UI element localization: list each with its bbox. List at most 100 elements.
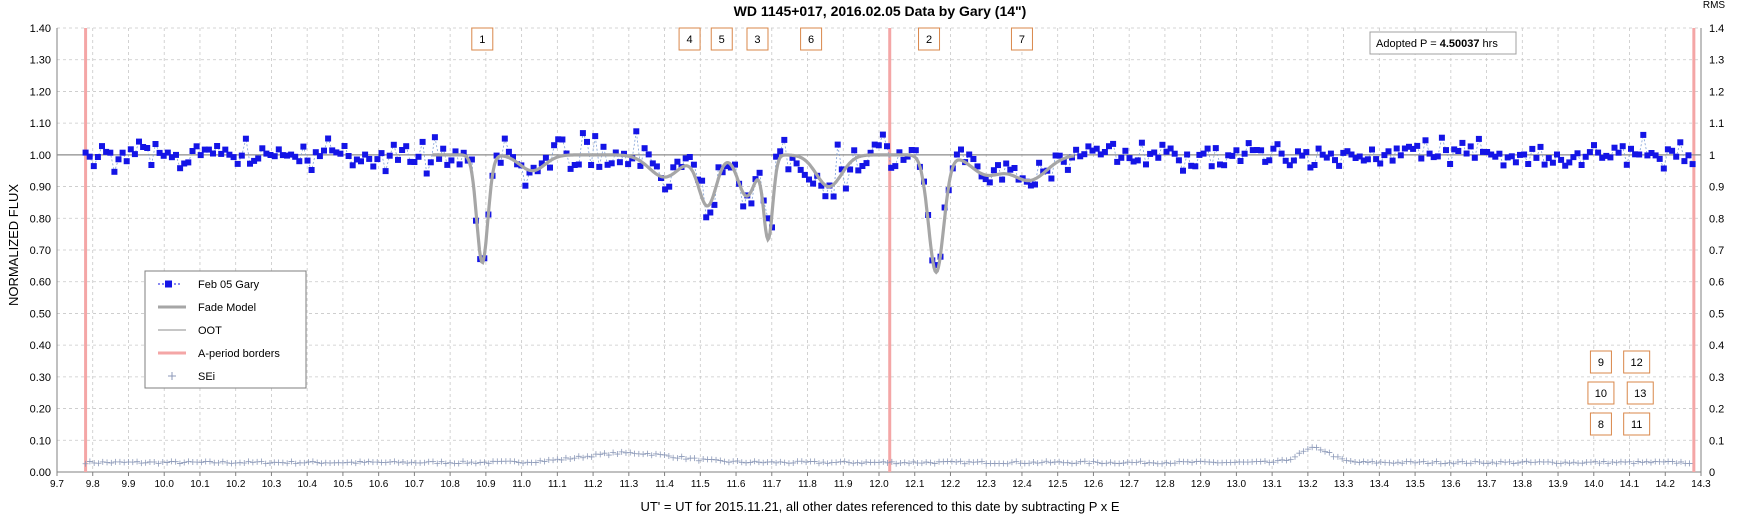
data-point <box>588 162 595 168</box>
sei-marker <box>391 458 398 465</box>
sei-marker <box>421 459 428 466</box>
data-point <box>1397 152 1404 159</box>
sei-marker <box>571 455 578 462</box>
data-point <box>1278 150 1285 157</box>
sei-marker <box>1394 459 1401 466</box>
data-point <box>300 143 307 150</box>
event-label-text: 4 <box>687 34 693 46</box>
y-tick-label-right: 1.4 <box>1709 23 1724 35</box>
sei-marker <box>1523 458 1530 465</box>
data-point <box>456 161 463 168</box>
y-tick-label-right: 0.9 <box>1709 182 1724 194</box>
sei-marker <box>520 460 527 467</box>
event-label-box <box>746 27 769 51</box>
sei-marker <box>1454 458 1461 465</box>
data-point <box>1311 162 1318 168</box>
x-tick-label: 12.1 <box>905 479 925 490</box>
data-point <box>1134 157 1141 164</box>
y-tick-label-left: 0.40 <box>30 340 51 352</box>
sei-marker <box>155 460 162 467</box>
event-label-5: 5 <box>710 27 733 51</box>
data-point <box>341 143 348 149</box>
event-label-1: 1 <box>471 27 494 51</box>
sei-marker <box>279 459 286 466</box>
sei-marker <box>1532 459 1539 466</box>
y-tick-label-right: 0.8 <box>1709 213 1724 225</box>
data-point <box>1327 150 1334 157</box>
data-point <box>210 150 216 157</box>
x-tick-label: 14.3 <box>1691 479 1711 490</box>
sei-marker <box>580 454 587 461</box>
sei-marker <box>850 460 857 467</box>
sei-marker <box>1317 446 1324 453</box>
y-tick-label-left: 1.10 <box>30 118 51 130</box>
x-tick-label: 12.9 <box>1191 479 1211 490</box>
data-point <box>592 133 599 140</box>
data-point <box>1143 161 1149 168</box>
data-point <box>1048 175 1055 182</box>
data-point <box>103 148 110 155</box>
sei-marker <box>614 451 621 458</box>
sei-marker <box>1068 460 1075 467</box>
data-point <box>497 159 504 166</box>
sei-marker <box>1043 458 1050 465</box>
sei-marker <box>1081 458 1088 465</box>
sei-marker <box>1412 459 1419 466</box>
sei-marker <box>1034 460 1041 467</box>
data-point <box>1081 151 1088 158</box>
sei-marker <box>648 452 655 459</box>
data-point <box>1352 155 1359 161</box>
x-tick-label: 11.3 <box>619 479 638 490</box>
data-point <box>136 138 142 145</box>
sei-marker <box>1292 453 1298 460</box>
sei-marker <box>1360 458 1367 465</box>
data-point <box>1221 162 1228 169</box>
sei-marker <box>725 459 732 466</box>
data-point <box>1196 151 1203 158</box>
event-label-box <box>471 27 494 51</box>
data-point <box>1475 135 1482 142</box>
sei-marker <box>129 459 136 466</box>
sei-marker <box>618 448 625 455</box>
data-point <box>1381 152 1388 159</box>
data-point <box>1628 145 1634 152</box>
data-point <box>621 150 627 157</box>
data-point <box>82 149 89 156</box>
y-tick-label-left: 1.00 <box>30 150 51 162</box>
y-tick-label-left: 0.30 <box>30 372 51 384</box>
data-point <box>1249 147 1256 154</box>
sei-marker <box>1630 460 1637 467</box>
sei-marker <box>1596 460 1603 467</box>
sei-marker <box>1673 460 1680 467</box>
data-point <box>966 151 973 158</box>
sei-marker <box>172 458 179 465</box>
data-point <box>974 163 981 170</box>
sei-marker <box>657 451 664 458</box>
sei-marker <box>82 460 89 467</box>
data-point <box>608 160 615 167</box>
data-point <box>986 179 993 186</box>
x-tick-label: 13.9 <box>1548 479 1568 490</box>
data-point <box>308 167 315 173</box>
sei-marker <box>627 449 634 456</box>
data-point <box>1467 143 1474 150</box>
x-tick-label: 10.3 <box>262 479 282 490</box>
y-tick-label-left: 0.50 <box>30 308 51 320</box>
data-point <box>851 147 858 154</box>
sei-marker <box>1030 459 1037 466</box>
sei-marker <box>918 460 925 467</box>
sei-marker <box>181 459 188 466</box>
sei-marker <box>1077 458 1084 465</box>
sei-marker <box>198 459 205 466</box>
data-point <box>1389 157 1396 164</box>
event-label-box <box>918 27 941 51</box>
data-point <box>1529 145 1536 152</box>
sei-marker <box>464 460 471 467</box>
data-point <box>436 155 443 162</box>
sei-marker <box>661 451 668 458</box>
data-point <box>415 153 422 160</box>
sei-marker <box>459 458 466 465</box>
y-tick-label-left: 0.00 <box>30 467 51 479</box>
data-point <box>255 155 262 162</box>
event-label-box <box>1589 350 1612 374</box>
